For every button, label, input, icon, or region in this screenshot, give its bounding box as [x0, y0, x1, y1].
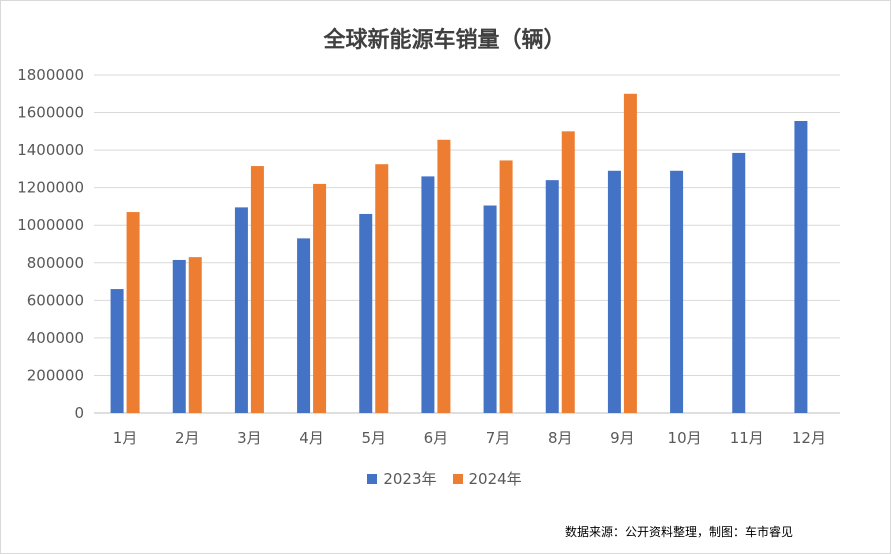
legend-item-2023: 2023年 — [367, 468, 437, 489]
y-tick-label: 200000 — [27, 366, 84, 384]
legend-label-2024: 2024年 — [468, 470, 522, 488]
x-tick-label: 7月 — [486, 429, 511, 447]
legend-label-2023: 2023年 — [383, 470, 437, 488]
x-tick-label: 8月 — [548, 429, 573, 447]
bar-2024 — [313, 183, 327, 413]
x-tick-label: 1月 — [113, 429, 138, 447]
legend: 2023年 2024年 — [0, 468, 889, 489]
y-tick-label: 1000000 — [17, 216, 84, 234]
bar-2024 — [375, 164, 389, 413]
x-tick-label: 9月 — [610, 429, 635, 447]
x-tick-label: 6月 — [424, 429, 449, 447]
x-tick-label: 5月 — [361, 429, 386, 447]
x-tick-label: 2月 — [175, 429, 200, 447]
source-note: 数据来源：公开资料整理，制图：车市睿见 — [564, 525, 793, 539]
bar-2023 — [297, 238, 311, 413]
bar-2023 — [359, 213, 373, 413]
bar-2023 — [421, 176, 435, 413]
bar-2023 — [483, 205, 497, 413]
x-tick-label: 11月 — [730, 429, 764, 447]
y-tick-label: 0 — [74, 404, 84, 422]
bar-2023 — [172, 259, 186, 413]
bar-2023 — [234, 207, 248, 413]
bar-2024 — [561, 131, 575, 414]
bar-2024 — [437, 139, 451, 414]
x-tick-label: 4月 — [299, 429, 324, 447]
y-tick-label: 1400000 — [17, 141, 84, 159]
bar-2024 — [623, 93, 637, 414]
x-tick-label: 10月 — [668, 429, 702, 447]
bar-2024 — [250, 166, 264, 413]
y-tick-label: 600000 — [27, 291, 84, 309]
bar-2023 — [794, 121, 808, 413]
bar-2024 — [188, 257, 202, 413]
legend-item-2024: 2024年 — [452, 468, 522, 489]
bar-2023 — [607, 170, 621, 413]
y-tick-label: 1200000 — [17, 179, 84, 197]
y-tick-label: 1600000 — [17, 104, 84, 122]
y-tick-label: 800000 — [27, 254, 84, 272]
bar-2023 — [670, 170, 684, 413]
bar-2023 — [545, 180, 559, 413]
x-tick-label: 12月 — [792, 429, 826, 447]
chart-title: 全球新能源车销量（辆） — [323, 28, 566, 53]
bar-2023 — [732, 152, 746, 413]
x-tick-label: 3月 — [237, 429, 262, 447]
legend-swatch-2024 — [452, 473, 463, 484]
y-tick-label: 400000 — [27, 329, 84, 347]
bar-2024 — [499, 160, 513, 413]
bar-2024 — [126, 212, 140, 413]
bar-2023 — [110, 289, 124, 413]
legend-swatch-2023 — [367, 473, 378, 484]
y-tick-label: 1800000 — [17, 66, 84, 84]
